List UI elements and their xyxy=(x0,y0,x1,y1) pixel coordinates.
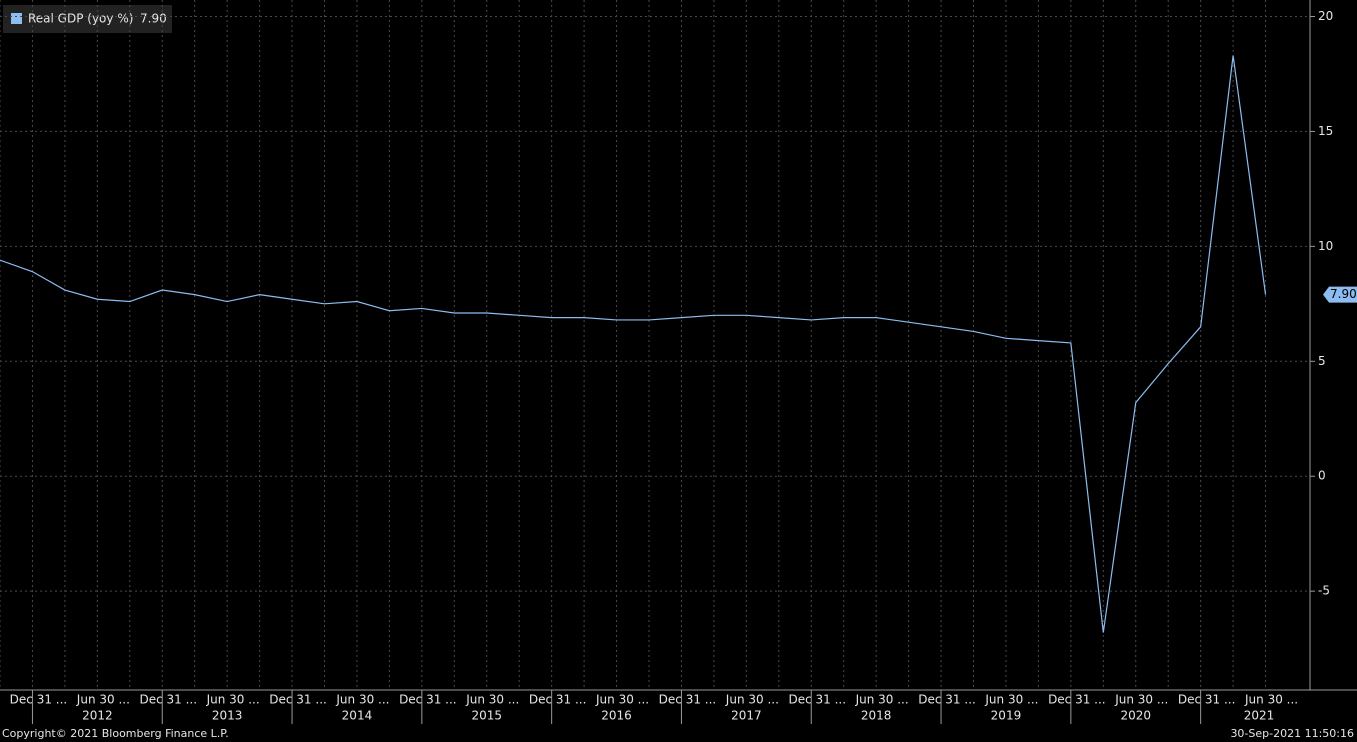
x-tick-label: Dec 31 ... xyxy=(139,693,197,707)
legend-box xyxy=(3,5,172,33)
x-tick-label: Dec 31 ... xyxy=(1048,693,1106,707)
x-tick-label: Jun 30 ... xyxy=(984,693,1038,707)
y-tick-label: -5 xyxy=(1318,584,1330,598)
year-label: 2021 xyxy=(1244,709,1275,723)
year-label: 2020 xyxy=(1120,709,1151,723)
x-tick-label: Dec 31 ... xyxy=(529,693,587,707)
year-label: 2014 xyxy=(342,709,373,723)
year-label: 2019 xyxy=(991,709,1022,723)
year-label: 2018 xyxy=(861,709,892,723)
x-tick-label: Dec 31 ... xyxy=(918,693,976,707)
x-tick-label: Jun 30 ... xyxy=(465,693,519,707)
year-label: 2016 xyxy=(601,709,632,723)
series-line xyxy=(0,55,1267,633)
last-value-tag xyxy=(1323,286,1357,303)
year-label: 2017 xyxy=(731,709,762,723)
x-tick-label: Jun 30 ... xyxy=(76,693,130,707)
year-label: 2015 xyxy=(471,709,502,723)
legend-swatch xyxy=(11,13,22,24)
x-tick-label: Jun 30 ... xyxy=(206,693,260,707)
x-tick-label: Jun 30 ... xyxy=(725,693,779,707)
y-tick-label: 5 xyxy=(1318,354,1326,368)
last-value-label: 7.90 xyxy=(1330,287,1357,301)
x-tick-label: Dec 31 ... xyxy=(399,693,457,707)
x-tick-label: Dec 31 ... xyxy=(788,693,846,707)
legend-value: 7.90 xyxy=(140,12,167,26)
legend-label: Real GDP (yoy %) xyxy=(28,12,133,26)
year-label: 2012 xyxy=(82,709,113,723)
x-tick-label: Jun 30 ... xyxy=(1244,693,1298,707)
y-tick-label: 10 xyxy=(1318,239,1333,253)
x-tick-label: Jun 30 ... xyxy=(335,693,389,707)
x-tick-label: Dec 31 ... xyxy=(269,693,327,707)
y-tick-label: 15 xyxy=(1318,124,1333,138)
year-label: 2013 xyxy=(212,709,243,723)
x-tick-label: Jun 30 ... xyxy=(1114,693,1168,707)
x-tick-label: Jun 30 ... xyxy=(855,693,909,707)
x-tick-label: Dec 31 ... xyxy=(10,693,68,707)
timestamp: 30-Sep-2021 11:50:16 xyxy=(1230,727,1354,740)
copyright: Copyright© 2021 Bloomberg Finance L.P. xyxy=(2,727,229,740)
x-tick-label: Dec 31 ... xyxy=(1178,693,1236,707)
y-tick-label: 20 xyxy=(1318,9,1333,23)
x-tick-label: Dec 31 ... xyxy=(659,693,717,707)
y-tick-label: 0 xyxy=(1318,469,1326,483)
x-tick-label: Jun 30 ... xyxy=(595,693,649,707)
